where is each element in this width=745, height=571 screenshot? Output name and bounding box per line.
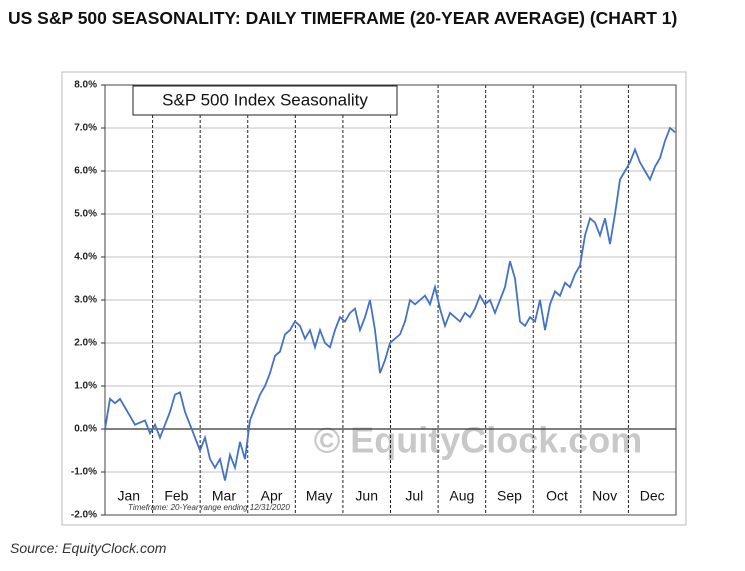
y-tick-label: 0.0%: [74, 424, 97, 435]
y-tick-label: 4.0%: [74, 252, 97, 263]
y-tick-label: 3.0%: [74, 295, 97, 306]
y-tick-label: -2.0%: [71, 510, 97, 521]
x-tick-label: May: [306, 488, 332, 504]
footnote: Timeframe: 20-Year range ending 12/31/20…: [128, 503, 290, 512]
y-tick-label: 2.0%: [74, 338, 97, 349]
x-tick-label: Aug: [449, 488, 474, 504]
x-tick-label: Feb: [164, 488, 188, 504]
y-tick-label: 7.0%: [74, 123, 97, 134]
legend-label: S&P 500 Index Seasonality: [162, 90, 368, 109]
y-tick-label: 5.0%: [74, 209, 97, 220]
chart-frame: [61, 71, 687, 526]
x-tick-label: Dec: [640, 488, 665, 504]
x-tick-label: Oct: [546, 488, 568, 504]
y-tick-label: 8.0%: [74, 80, 97, 91]
series-line: [104, 126, 676, 481]
x-tick-label: Mar: [212, 488, 236, 504]
x-tick-label: Apr: [261, 488, 283, 504]
y-tick-label: 1.0%: [74, 381, 97, 392]
watermark: © EquityClock.com: [314, 420, 643, 461]
x-tick-label: Sep: [497, 488, 522, 504]
x-tick-label: Nov: [592, 488, 617, 504]
y-tick-label: 6.0%: [74, 166, 97, 177]
y-tick-label: -1.0%: [71, 467, 97, 478]
page-title: US S&P 500 SEASONALITY: DAILY TIMEFRAME …: [8, 8, 678, 28]
x-tick-label: Jun: [355, 488, 378, 504]
x-tick-label: Jan: [118, 488, 141, 504]
source-note: Source: EquityClock.com: [10, 540, 167, 556]
plot-border: [104, 84, 677, 516]
legend-box: [132, 85, 398, 116]
x-tick-label: Jul: [405, 488, 423, 504]
